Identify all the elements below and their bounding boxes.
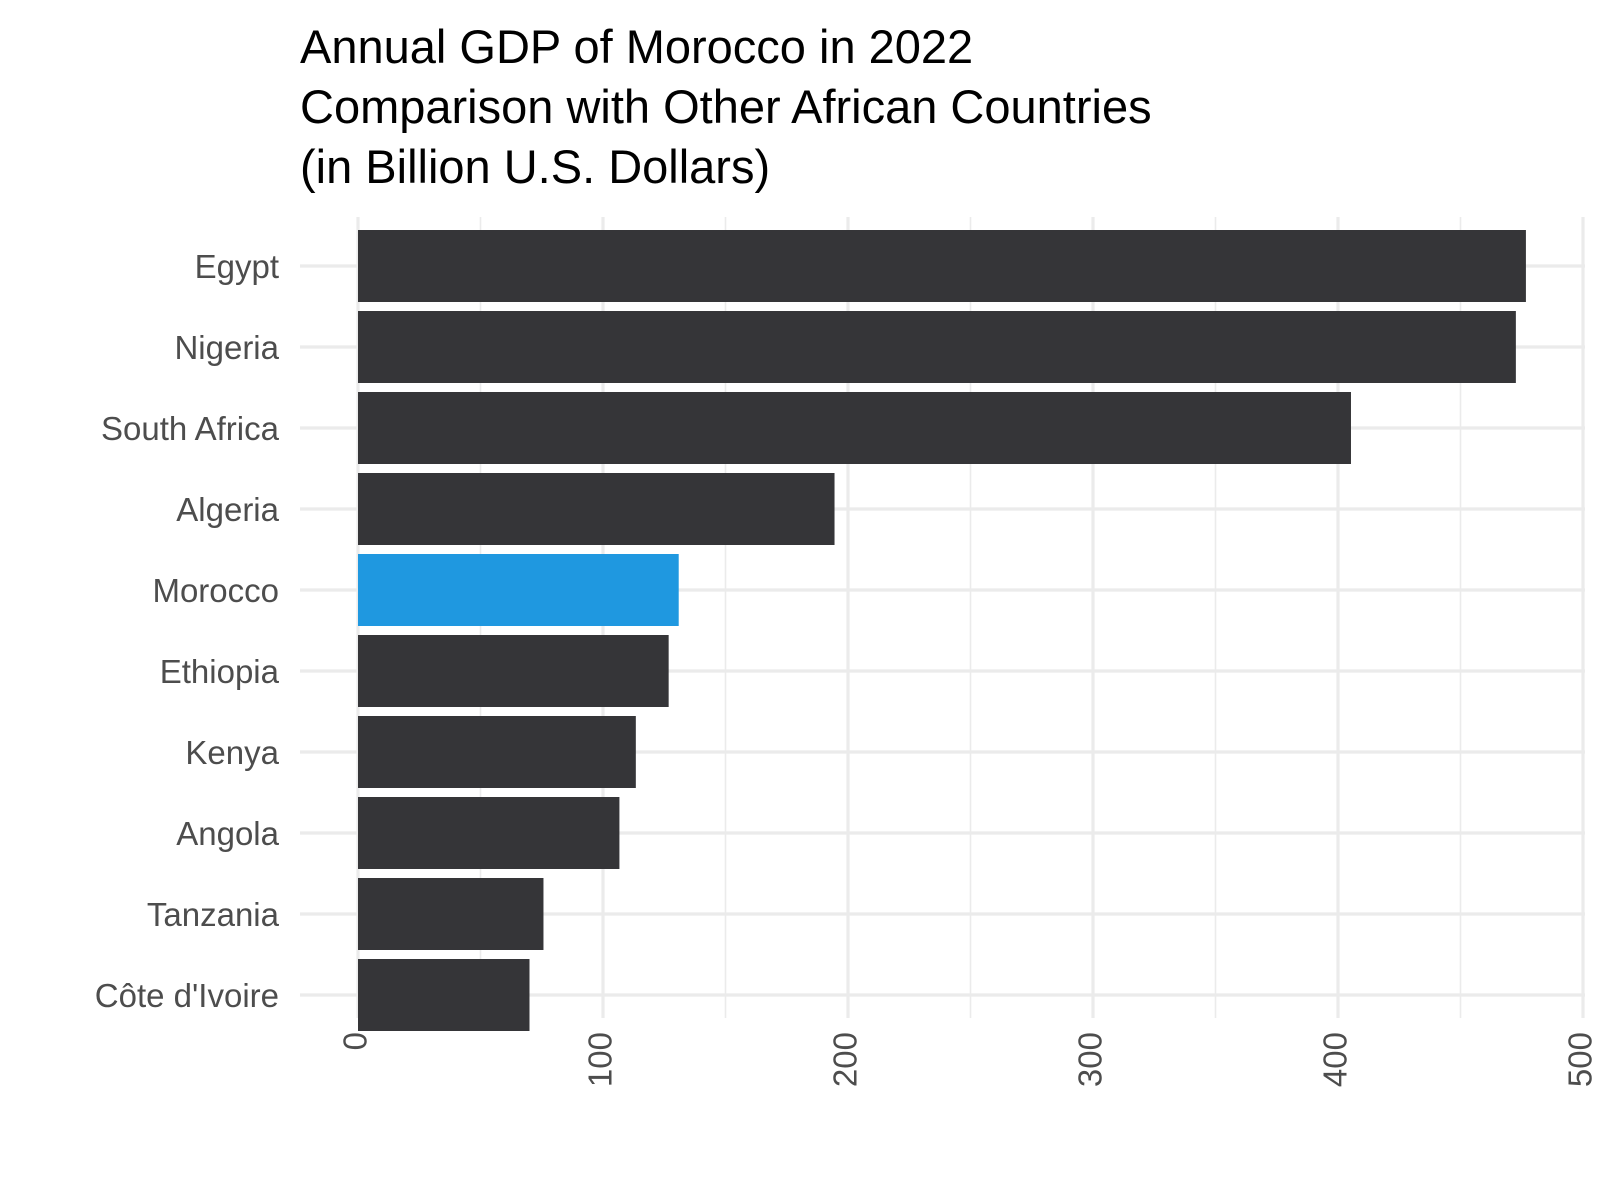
category-label: Egypt bbox=[195, 248, 279, 285]
bars bbox=[358, 230, 1526, 1031]
chart-title-line-3: (in Billion U.S. Dollars) bbox=[300, 140, 770, 193]
bar bbox=[358, 716, 636, 788]
bar bbox=[358, 311, 1516, 383]
bar bbox=[358, 959, 530, 1031]
x-tick-label: 500 bbox=[1562, 1032, 1599, 1087]
category-labels: Egypt Nigeria South Africa Algeria Morocco Et… bbox=[95, 248, 280, 1014]
bar bbox=[358, 473, 835, 545]
category-label: Morocco bbox=[152, 572, 279, 609]
x-tick-label: 0 bbox=[337, 1032, 374, 1050]
bar-highlight bbox=[358, 554, 679, 626]
x-axis-tick-labels: 0 100 200 300 400 500 bbox=[337, 1032, 1599, 1087]
category-label: Nigeria bbox=[174, 329, 279, 366]
chart-title: Annual GDP of Morocco in 2022 Comparison… bbox=[300, 20, 1152, 193]
category-label: Algeria bbox=[176, 491, 279, 528]
category-label: Kenya bbox=[185, 734, 279, 771]
category-label: Tanzania bbox=[147, 896, 280, 933]
category-label: Côte d'Ivoire bbox=[95, 977, 279, 1014]
bar bbox=[358, 392, 1351, 464]
x-tick-label: 400 bbox=[1317, 1032, 1354, 1087]
x-tick-label: 200 bbox=[827, 1032, 864, 1087]
bar bbox=[358, 878, 544, 950]
x-tick-label: 300 bbox=[1072, 1032, 1109, 1087]
x-tick-label: 100 bbox=[582, 1032, 619, 1087]
bar bbox=[358, 230, 1526, 302]
bar bbox=[358, 635, 669, 707]
chart-title-line-2: Comparison with Other African Countries bbox=[300, 80, 1152, 133]
category-label: Ethiopia bbox=[160, 653, 280, 690]
chart-title-line-1: Annual GDP of Morocco in 2022 bbox=[300, 20, 973, 73]
category-label: Angola bbox=[176, 815, 279, 852]
category-label: South Africa bbox=[101, 410, 280, 447]
bar bbox=[358, 797, 620, 869]
